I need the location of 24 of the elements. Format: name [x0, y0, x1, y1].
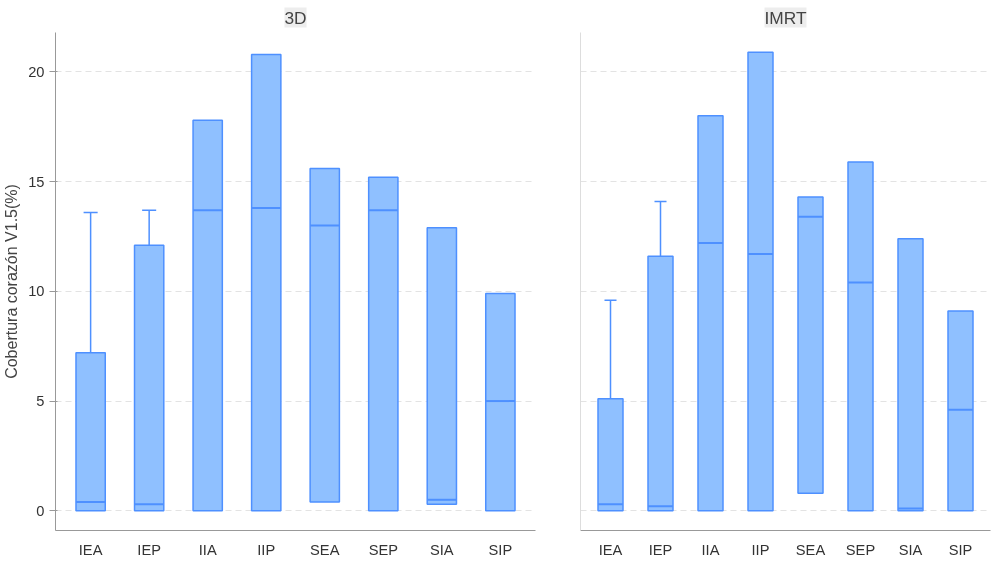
chart-title: IMRT	[764, 7, 807, 28]
x-tick-label: IEP	[137, 541, 161, 558]
x-tick-label: SIP	[488, 541, 513, 558]
y-tick-label: 15	[28, 173, 45, 190]
x-tick-label: IEA	[78, 541, 103, 558]
x-tick-label: SEA	[795, 541, 826, 558]
x-tick-label: SIA	[898, 541, 923, 558]
x-tick-label: IIP	[751, 541, 770, 558]
x-tick-label: SEP	[845, 541, 876, 558]
x-tick-label: SIP	[948, 541, 973, 558]
x-tick-label: SIA	[430, 541, 454, 558]
y-tick-label: 20	[28, 63, 45, 80]
x-tick-label: SEA	[310, 541, 340, 558]
x-tick-label: IIA	[198, 541, 217, 558]
chart-title: 3D	[284, 7, 307, 28]
x-tick-label: IEP	[648, 541, 673, 558]
x-tick-label: IEA	[598, 541, 623, 558]
x-tick-label: IIP	[257, 541, 276, 558]
x-tick-label: IIA	[701, 541, 720, 558]
x-tick-label: SEP	[368, 541, 398, 558]
y-tick-label: 10	[28, 283, 45, 300]
y-tick-label: 0	[36, 502, 45, 519]
y-axis-title: Cobertura corazón V1.5(%)	[3, 184, 21, 379]
y-tick-label: 5	[36, 393, 45, 410]
